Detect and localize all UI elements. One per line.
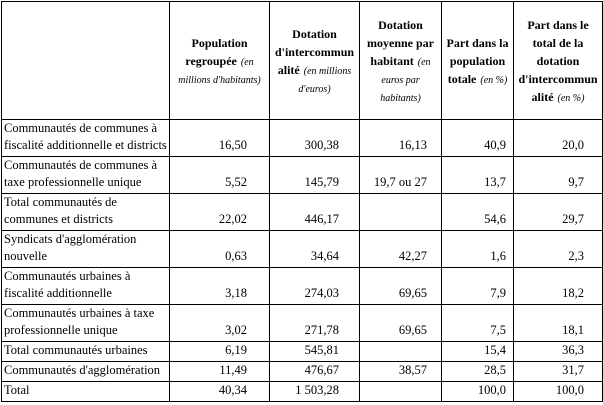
cell-population: 6,19	[169, 341, 270, 362]
cell-population: 0,63	[169, 230, 270, 268]
col-header-part-dotation: Part dans le total de la dotation d'inte…	[513, 1, 603, 120]
cell-part-dotation: 2,3	[513, 230, 603, 268]
col-header-part-population: Part dans la population totale (en %)	[441, 1, 514, 120]
col-title: Part dans le total de la dotation d'inte…	[518, 17, 598, 104]
corner-cell	[1, 1, 170, 120]
cell-dotation-moyenne: 69,65	[359, 267, 442, 305]
col-title: Dotation moyenne par habitant	[367, 17, 434, 68]
cell-part-dotation: 9,7	[513, 156, 603, 194]
cell-dotation-moyenne: 42,27	[359, 230, 442, 268]
table-row: Communautés urbaines à taxe professionne…	[1, 304, 603, 342]
row-label: Communautés d'agglomération	[1, 361, 170, 382]
cell-dotation: 446,17	[269, 193, 360, 231]
cell-population: 22,02	[169, 193, 270, 231]
cell-population: 16,50	[169, 119, 270, 157]
cell-dotation: 274,03	[269, 267, 360, 305]
col-header-dotation-moyenne: Dotation moyenne par habitant (en euros …	[359, 1, 442, 120]
cell-dotation-moyenne	[359, 381, 442, 402]
col-unit: (en euros par habitants)	[380, 56, 431, 104]
col-unit: (en millions d'euros)	[298, 65, 352, 95]
table-row: Syndicats d'agglomération nouvelle 0,63 …	[1, 230, 603, 268]
col-title: Population regroupée	[185, 35, 248, 68]
header-row: Population regroupée (en millions d'habi…	[1, 1, 603, 120]
table-row: Communautés de communes à fiscalité addi…	[1, 119, 603, 157]
cell-dotation: 34,64	[269, 230, 360, 268]
cell-population: 3,02	[169, 304, 270, 342]
cell-part-dotation: 20,0	[513, 119, 603, 157]
cell-part-dotation: 18,1	[513, 304, 603, 342]
cell-part-dotation: 18,2	[513, 267, 603, 305]
col-header-population-regroupee: Population regroupée (en millions d'habi…	[169, 1, 270, 120]
cell-population: 5,52	[169, 156, 270, 194]
row-label: Communautés urbaines à fiscalité additio…	[1, 267, 170, 305]
table-row: Total communautés de communes et distric…	[1, 193, 603, 231]
cell-dotation: 1 503,28	[269, 381, 360, 402]
cell-dotation: 300,38	[269, 119, 360, 157]
cell-part-population: 54,6	[441, 193, 514, 231]
cell-dotation-moyenne	[359, 341, 442, 362]
cell-part-population: 13,7	[441, 156, 514, 194]
row-label: Communautés urbaines à taxe professionne…	[1, 304, 170, 342]
table-row: Total 40,34 1 503,28 100,0 100,0	[1, 381, 603, 402]
cell-part-population: 100,0	[441, 381, 514, 402]
cell-part-population: 15,4	[441, 341, 514, 362]
col-unit: (en %)	[557, 92, 585, 104]
cell-part-population: 28,5	[441, 361, 514, 382]
row-label: Total	[1, 381, 170, 402]
row-label: Total communautés de communes et distric…	[1, 193, 170, 231]
cell-dotation: 545,81	[269, 341, 360, 362]
row-label: Communautés de communes à taxe professio…	[1, 156, 170, 194]
cell-part-dotation: 31,7	[513, 361, 603, 382]
cell-population: 3,18	[169, 267, 270, 305]
cell-dotation: 476,67	[269, 361, 360, 382]
cell-part-dotation: 29,7	[513, 193, 603, 231]
row-label: Total communautés urbaines	[1, 341, 170, 362]
cell-dotation-moyenne: 16,13	[359, 119, 442, 157]
row-label: Communautés de communes à fiscalité addi…	[1, 119, 170, 157]
table-row: Communautés d'agglomération 11,49 476,67…	[1, 361, 603, 382]
table-row: Total communautés urbaines 6,19 545,81 1…	[1, 341, 603, 362]
col-unit: (en %)	[480, 74, 508, 86]
col-header-dotation-intercommunalite: Dotation d'intercommunalité (en millions…	[269, 1, 360, 120]
table-row: Communautés urbaines à fiscalité additio…	[1, 267, 603, 305]
cell-part-population: 7,9	[441, 267, 514, 305]
col-unit: (en millions d'habitants)	[178, 56, 261, 86]
cell-part-dotation: 36,3	[513, 341, 603, 362]
cell-population: 11,49	[169, 361, 270, 382]
cell-dotation-moyenne	[359, 193, 442, 231]
col-title: Part dans la population totale	[446, 35, 509, 86]
cell-dotation: 271,78	[269, 304, 360, 342]
cell-part-population: 40,9	[441, 119, 514, 157]
cell-part-dotation: 100,0	[513, 381, 603, 402]
cell-dotation: 145,79	[269, 156, 360, 194]
cell-dotation-moyenne: 69,65	[359, 304, 442, 342]
table-row: Communautés de communes à taxe professio…	[1, 156, 603, 194]
cell-dotation-moyenne: 38,57	[359, 361, 442, 382]
cell-dotation-moyenne: 19,7 ou 27	[359, 156, 442, 194]
row-label: Syndicats d'agglomération nouvelle	[1, 230, 170, 268]
cell-population: 40,34	[169, 381, 270, 402]
col-title: Dotation d'intercommunalité	[274, 26, 355, 77]
cell-part-population: 7,5	[441, 304, 514, 342]
cell-part-population: 1,6	[441, 230, 514, 268]
